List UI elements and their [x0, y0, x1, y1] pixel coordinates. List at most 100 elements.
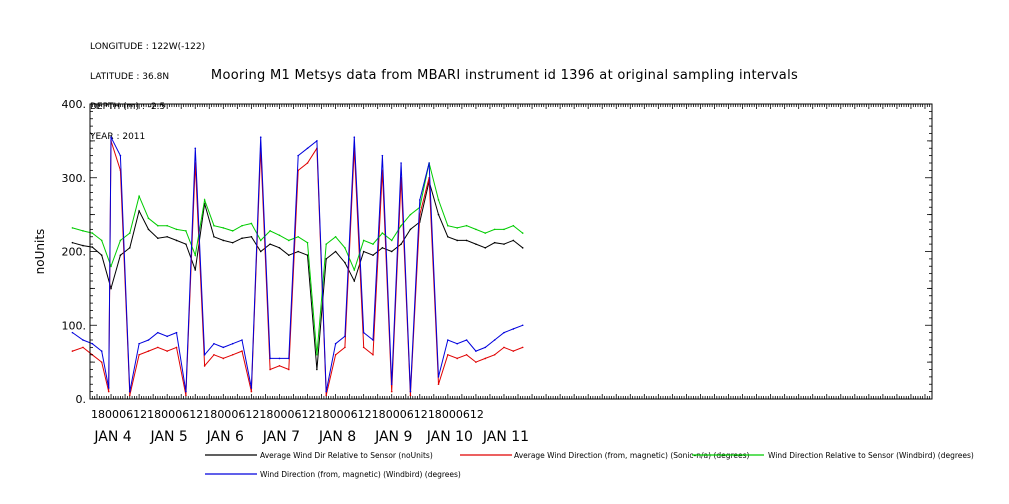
data-point	[203, 365, 206, 367]
data-point	[231, 241, 234, 244]
data-point	[222, 346, 225, 349]
data-point	[91, 342, 94, 345]
x-tick-label: 12	[414, 408, 428, 421]
x-tick-label: 06	[175, 408, 189, 421]
data-point	[362, 250, 365, 253]
data-point	[175, 331, 178, 334]
x-date-label: JAN 11	[482, 429, 529, 445]
x-date-label: JAN 7	[262, 429, 300, 445]
data-point	[372, 339, 374, 341]
data-point	[213, 224, 215, 227]
data-point	[250, 387, 253, 389]
data-point	[390, 239, 393, 242]
x-tick-label: 12	[189, 408, 203, 421]
data-point	[456, 239, 459, 242]
data-point	[372, 243, 374, 245]
data-point	[241, 224, 243, 227]
data-point	[465, 353, 468, 356]
data-point	[147, 228, 150, 231]
data-point	[372, 353, 374, 356]
data-point	[493, 353, 496, 356]
data-point	[194, 269, 197, 271]
data-point	[390, 383, 393, 386]
x-date-label: JAN 8	[318, 429, 356, 445]
legend-label: Average Wind Dir Relative to Sensor (noU…	[260, 451, 433, 460]
data-point	[82, 244, 84, 247]
data-point	[194, 147, 197, 150]
data-point	[475, 361, 477, 363]
data-point	[437, 199, 440, 201]
data-point	[493, 339, 496, 341]
legend-label: Wind Direction Relative to Sensor (Windb…	[768, 451, 974, 460]
data-point	[222, 239, 225, 242]
data-point	[381, 232, 384, 234]
x-tick-label: 18	[259, 408, 273, 421]
data-point	[259, 136, 262, 138]
x-tick-label: 06	[344, 408, 358, 421]
data-point	[437, 383, 440, 386]
data-point	[185, 390, 187, 393]
x-tick-label: 18	[147, 408, 161, 421]
meta-year: YEAR : 2011	[90, 132, 146, 142]
x-tick-label: 12	[358, 408, 372, 421]
data-point	[259, 239, 262, 242]
data-point	[297, 235, 299, 238]
data-point	[213, 235, 215, 238]
data-point	[185, 243, 187, 245]
x-date-label: JAN 4	[93, 429, 131, 445]
data-point	[475, 228, 477, 231]
data-point	[100, 361, 103, 363]
data-point	[71, 227, 74, 229]
data-point	[325, 243, 328, 245]
data-point	[400, 162, 402, 164]
data-point	[278, 234, 281, 237]
data-point	[71, 331, 74, 334]
data-point	[428, 162, 430, 164]
data-point	[128, 390, 131, 393]
data-point	[381, 154, 384, 157]
data-point	[71, 241, 74, 244]
data-point	[91, 232, 94, 234]
data-point	[138, 195, 140, 197]
data-point	[325, 390, 328, 393]
chart-title: Mooring M1 Metsys data from MBARI instru…	[210, 68, 799, 83]
data-point	[241, 350, 243, 352]
data-point	[269, 357, 271, 360]
data-point	[185, 394, 187, 397]
y-tick-label: 400.	[62, 98, 87, 111]
data-point	[288, 357, 290, 360]
data-point	[353, 136, 356, 138]
data-point	[110, 287, 112, 290]
data-point	[241, 339, 243, 341]
data-point	[484, 247, 487, 249]
data-point	[91, 246, 94, 248]
data-point	[465, 339, 468, 341]
data-point	[409, 390, 412, 393]
data-point	[316, 140, 318, 142]
data-point	[213, 342, 215, 345]
data-point	[157, 331, 159, 334]
data-point	[512, 224, 515, 227]
data-point	[222, 357, 225, 360]
data-point	[484, 346, 487, 349]
x-tick-label: 00	[442, 408, 456, 421]
x-date-label: JAN 6	[206, 429, 244, 445]
data-point	[288, 239, 290, 242]
data-point	[107, 390, 110, 393]
data-point	[316, 368, 318, 371]
data-point	[521, 324, 524, 327]
data-point	[447, 353, 449, 356]
metadata-block: LONGITUDE : 122W(-122) LATITUDE : 36.8N …	[90, 22, 205, 152]
data-point	[503, 228, 505, 231]
data-point	[100, 239, 103, 242]
data-point	[241, 237, 243, 240]
data-point	[475, 243, 477, 245]
data-point	[344, 346, 346, 349]
data-point	[456, 342, 459, 345]
data-point	[297, 154, 299, 157]
y-axis-label: noUnits	[33, 229, 47, 275]
data-point	[447, 235, 449, 238]
data-point	[147, 350, 150, 352]
data-point	[269, 368, 271, 371]
